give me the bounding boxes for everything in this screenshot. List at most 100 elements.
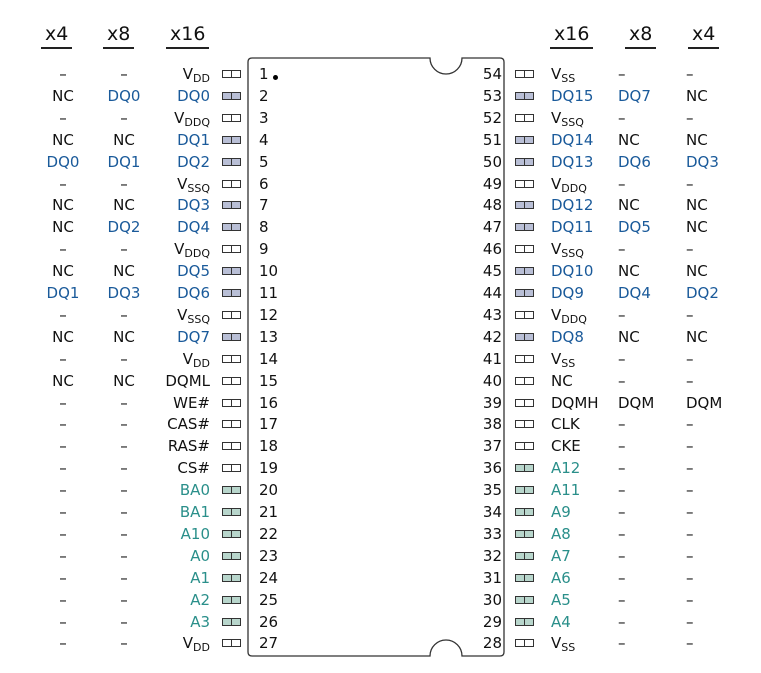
signal-name: CLK <box>551 415 580 434</box>
signal-name: A3 <box>190 612 210 631</box>
pin-number: 33 <box>482 524 502 543</box>
pin-lead-5 <box>222 157 241 166</box>
left-x4-signal: – <box>59 459 67 478</box>
signal-subscript: DD <box>193 356 210 370</box>
right-x8-signal: – <box>618 305 626 324</box>
signal-name: DQ4 <box>177 218 210 237</box>
signal-name: BA0 <box>179 481 210 500</box>
signal-name: V <box>174 108 185 127</box>
signal-name: DQML <box>165 371 210 390</box>
pin-number: 41 <box>482 349 502 368</box>
pin-lead-43 <box>515 310 534 319</box>
signal-name: V <box>551 349 562 368</box>
signal-name: NC <box>551 371 573 390</box>
right-x4-signal: – <box>686 174 694 193</box>
pin-number: 9 <box>259 240 269 259</box>
right-x16-signal: A9 <box>551 502 621 522</box>
left-x8-signal: NC <box>113 327 135 346</box>
pin-lead-51 <box>515 135 534 144</box>
right-x4-signal: – <box>686 108 694 127</box>
pin-number: 36 <box>482 459 502 478</box>
right-x16-signal: DQ13 <box>551 152 621 172</box>
pin-number: 35 <box>482 481 502 500</box>
right-x8-signal: – <box>618 590 626 609</box>
left-x4-signal: NC <box>52 196 74 215</box>
right-x4-signal: – <box>686 590 694 609</box>
pin-number: 24 <box>259 568 279 587</box>
pin-number: 52 <box>482 108 502 127</box>
left-x4-signal: NC <box>52 327 74 346</box>
pin-number: 16 <box>259 393 279 412</box>
pin-lead-41 <box>515 354 534 363</box>
signal-name: A1 <box>190 568 210 587</box>
pin-number: 3 <box>259 108 269 127</box>
pin-number: 50 <box>482 152 502 171</box>
left-x4-signal: DQ0 <box>46 152 80 171</box>
pin-number: 26 <box>259 612 279 631</box>
pin-lead-47 <box>515 223 534 232</box>
signal-name: A8 <box>551 524 571 543</box>
pin-number: 13 <box>259 327 279 346</box>
right-x8-signal: – <box>618 349 626 368</box>
pin-lead-50 <box>515 157 534 166</box>
signal-name: DQ6 <box>177 284 210 302</box>
pin-lead-48 <box>515 201 534 210</box>
left-x4-signal: NC <box>52 371 74 390</box>
left-x8-signal: – <box>120 634 128 653</box>
left-x4-signal: NC <box>52 218 74 237</box>
signal-name: DQ13 <box>551 152 594 171</box>
pin-number: 20 <box>259 481 279 500</box>
signal-name: V <box>551 305 562 324</box>
right-x16-signal: A8 <box>551 524 621 544</box>
pin-number: 30 <box>482 590 502 609</box>
pin-lead-31 <box>515 573 534 582</box>
pin-lead-34 <box>515 508 534 516</box>
left-x4-signal: – <box>59 437 67 456</box>
signal-name: V <box>182 65 194 83</box>
signal-name: DQMH <box>551 393 599 412</box>
pin-lead-3 <box>222 113 241 122</box>
right-x8-signal: NC <box>618 262 640 281</box>
header-left-x16: x16 <box>166 21 210 49</box>
signal-name: DQ2 <box>177 152 210 171</box>
signal-name: CAS# <box>167 415 210 434</box>
right-x4-signal: – <box>686 546 694 565</box>
left-x4-signal: – <box>59 349 67 368</box>
left-x4-signal: – <box>59 108 67 127</box>
left-x16-signal: VSSQ <box>140 174 210 194</box>
right-x8-signal: – <box>618 240 626 259</box>
pin-number: 14 <box>259 349 279 368</box>
left-x8-signal: – <box>120 437 128 456</box>
pin-lead-54 <box>515 70 534 78</box>
left-x4-signal: – <box>59 634 67 653</box>
pin-lead-26 <box>222 617 241 626</box>
right-x16-signal: DQ15 <box>551 86 621 106</box>
right-x4-signal: – <box>686 349 694 368</box>
left-x8-signal: – <box>120 65 128 83</box>
right-x8-signal: – <box>618 437 626 456</box>
right-x16-signal: VSSQ <box>551 239 621 259</box>
pin-lead-22 <box>222 529 241 538</box>
right-x4-signal: NC <box>686 327 708 346</box>
pin-number: 47 <box>482 218 502 237</box>
right-x4-signal: NC <box>686 262 708 281</box>
pin-lead-6 <box>222 179 241 188</box>
right-x4-signal: DQM <box>686 393 723 412</box>
left-x8-signal: – <box>120 174 128 193</box>
pin-lead-44 <box>515 289 534 297</box>
pin-number: 53 <box>482 86 502 105</box>
left-x8-signal: – <box>120 240 128 259</box>
signal-subscript: SSQ <box>561 247 584 261</box>
pin-lead-15 <box>222 376 241 385</box>
left-x8-signal: NC <box>113 262 135 281</box>
left-x8-signal: – <box>120 568 128 587</box>
right-x8-signal: – <box>618 546 626 565</box>
right-x16-signal: DQ12 <box>551 195 621 215</box>
pin-number: 34 <box>482 503 502 521</box>
left-x16-signal: VDD <box>140 64 210 84</box>
right-x4-signal: NC <box>686 196 708 215</box>
signal-name: A7 <box>551 546 571 565</box>
left-x4-signal: – <box>59 546 67 565</box>
left-x4-signal: – <box>59 415 67 434</box>
left-x16-signal: VSSQ <box>140 305 210 325</box>
